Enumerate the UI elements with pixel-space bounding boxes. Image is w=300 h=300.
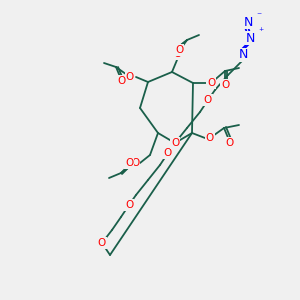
Text: O: O (175, 45, 183, 55)
Text: O: O (171, 138, 179, 148)
Text: O: O (126, 72, 134, 82)
Text: ⁺: ⁺ (258, 27, 264, 37)
Text: O: O (131, 158, 139, 168)
Text: O: O (204, 95, 212, 105)
Text: O: O (125, 158, 133, 168)
Text: O: O (173, 49, 181, 59)
Text: O: O (98, 238, 106, 248)
Text: O: O (206, 133, 214, 143)
Text: ⁻: ⁻ (256, 11, 262, 21)
Text: N: N (238, 49, 248, 62)
Text: O: O (207, 78, 215, 88)
Text: N: N (243, 16, 253, 28)
Text: O: O (225, 138, 233, 148)
Text: O: O (164, 148, 172, 158)
Text: O: O (117, 76, 125, 86)
Text: N: N (245, 32, 255, 44)
Text: O: O (125, 200, 133, 210)
Text: O: O (221, 80, 229, 90)
